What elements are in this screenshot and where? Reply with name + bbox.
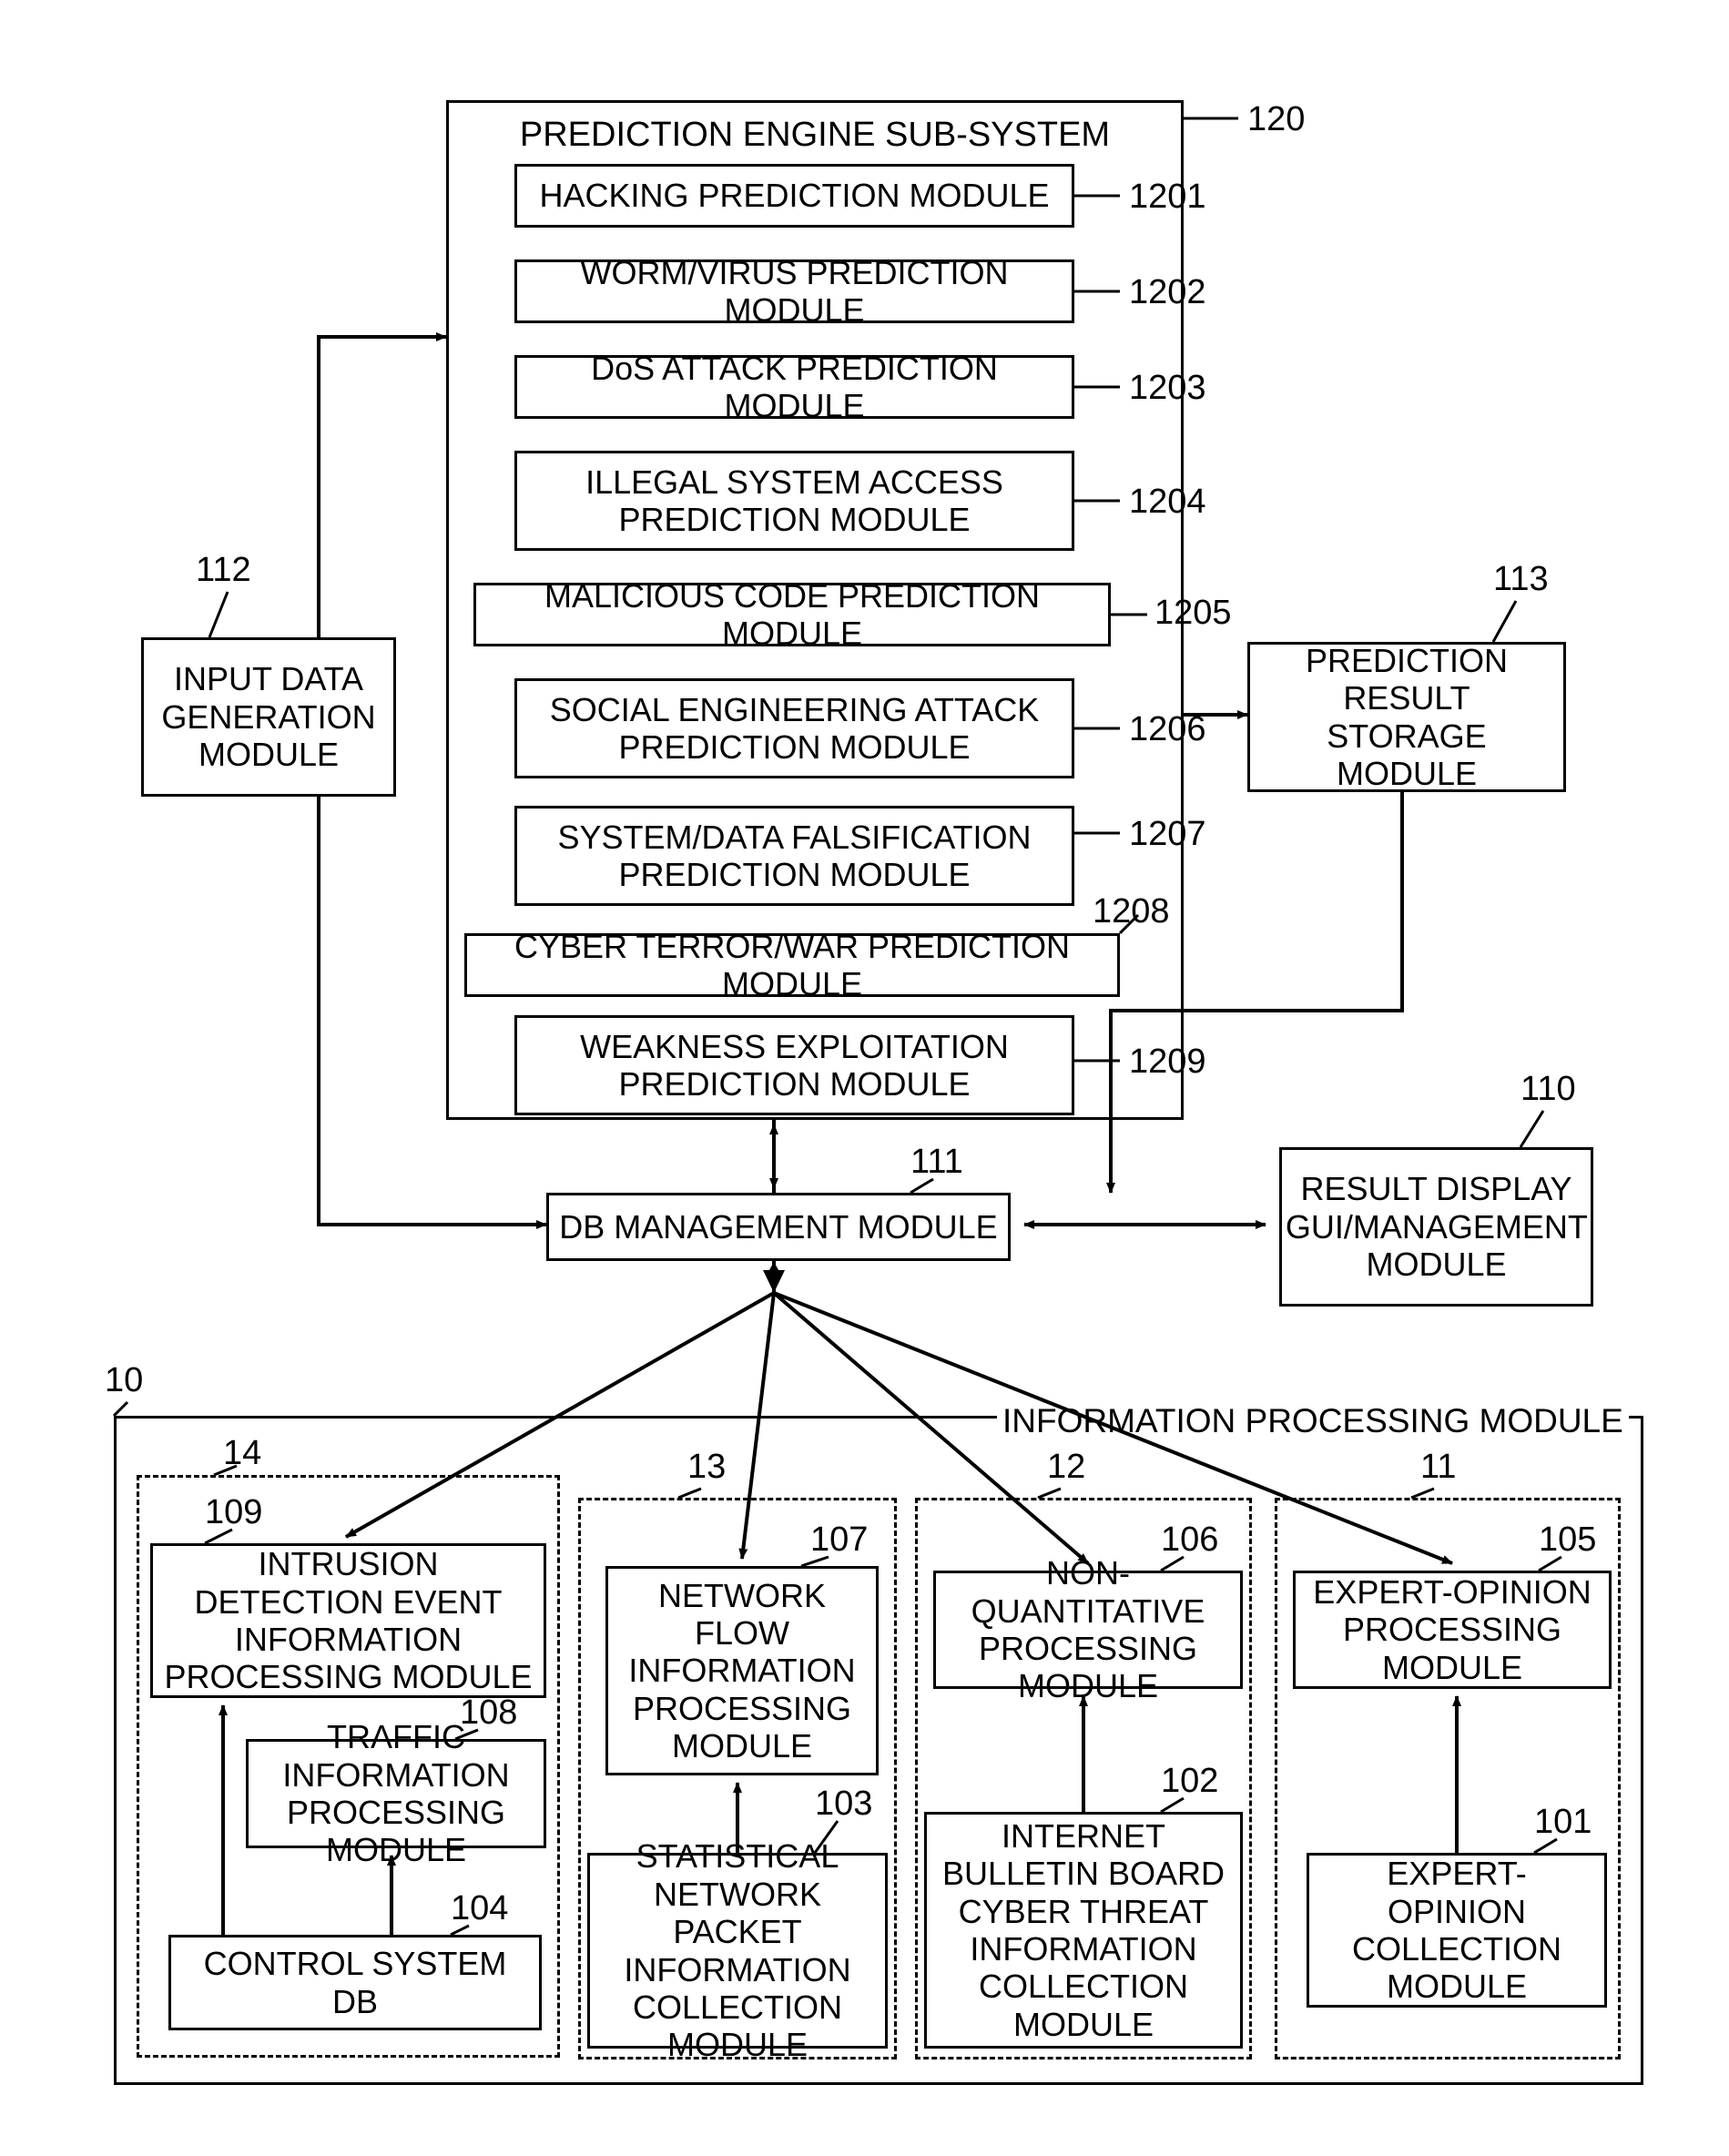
ref-1202: 1202 bbox=[1129, 273, 1206, 312]
ref-1205: 1205 bbox=[1154, 594, 1232, 633]
module-107: NETWORK FLOW INFORMATION PROCESSING MODU… bbox=[605, 1566, 879, 1775]
ref-14: 14 bbox=[223, 1434, 261, 1473]
module-1205: MALICIOUS CODE PREDICTION MODULE bbox=[473, 583, 1111, 646]
ref-102: 102 bbox=[1161, 1762, 1218, 1801]
ref-108: 108 bbox=[460, 1693, 517, 1733]
ref-111: 111 bbox=[910, 1143, 963, 1182]
ref-10: 10 bbox=[105, 1361, 143, 1400]
ref-120: 120 bbox=[1247, 100, 1305, 139]
result-display-module: RESULT DISPLAY GUI/MANAGEMENT MODULE bbox=[1279, 1147, 1593, 1307]
db-management-module: DB MANAGEMENT MODULE bbox=[546, 1193, 1011, 1261]
ref-11: 11 bbox=[1420, 1448, 1456, 1487]
prediction-result-module: PREDICTION RESULT STORAGE MODULE bbox=[1247, 642, 1566, 792]
module-103: STATISTICAL NETWORK PACKET INFORMATION C… bbox=[587, 1853, 888, 2049]
ref-103: 103 bbox=[815, 1785, 872, 1824]
ref-107: 107 bbox=[810, 1520, 868, 1560]
module-109: INTRUSION DETECTION EVENT INFORMATION PR… bbox=[150, 1543, 546, 1698]
ref-13: 13 bbox=[687, 1448, 726, 1487]
info-processing-title: INFORMATION PROCESSING MODULE bbox=[997, 1402, 1629, 1440]
ref-1203: 1203 bbox=[1129, 369, 1206, 408]
ref-112: 112 bbox=[196, 551, 251, 590]
diagram-canvas: PREDICTION ENGINE SUB-SYSTEM 120 HACKING… bbox=[0, 0, 1729, 2156]
ref-1209: 1209 bbox=[1129, 1042, 1206, 1082]
module-1204: ILLEGAL SYSTEM ACCESS PREDICTION MODULE bbox=[514, 451, 1074, 551]
ref-1208: 1208 bbox=[1093, 892, 1170, 931]
module-1202: WORM/VIRUS PREDICTION MODULE bbox=[514, 259, 1074, 323]
ref-104: 104 bbox=[451, 1889, 508, 1928]
module-1207: SYSTEM/DATA FALSIFICATION PREDICTION MOD… bbox=[514, 806, 1074, 906]
ref-1207: 1207 bbox=[1129, 815, 1206, 854]
module-1206: SOCIAL ENGINEERING ATTACK PREDICTION MOD… bbox=[514, 678, 1074, 778]
ref-1206: 1206 bbox=[1129, 710, 1206, 749]
ref-110: 110 bbox=[1521, 1070, 1576, 1109]
ref-1204: 1204 bbox=[1129, 483, 1206, 522]
ref-101: 101 bbox=[1534, 1803, 1592, 1842]
module-1208: CYBER TERROR/WAR PREDICTION MODULE bbox=[464, 933, 1120, 997]
module-1209: WEAKNESS EXPLOITATION PREDICTION MODULE bbox=[514, 1015, 1074, 1115]
ref-1201: 1201 bbox=[1129, 178, 1206, 217]
module-101: EXPERT-OPINION COLLECTION MODULE bbox=[1307, 1853, 1607, 2008]
input-data-module: INPUT DATA GENERATION MODULE bbox=[141, 637, 396, 797]
prediction-engine-title: PREDICTION ENGINE SUB-SYSTEM bbox=[520, 116, 1110, 156]
ref-109: 109 bbox=[205, 1493, 262, 1532]
module-104: CONTROL SYSTEM DB bbox=[168, 1935, 542, 2030]
ref-105: 105 bbox=[1539, 1520, 1596, 1560]
ref-113: 113 bbox=[1493, 560, 1549, 599]
module-102: INTERNET BULLETIN BOARD CYBER THREAT INF… bbox=[924, 1812, 1243, 2049]
module-108: TRAFFIC INFORMATION PROCESSING MODULE bbox=[246, 1739, 546, 1848]
module-1201: HACKING PREDICTION MODULE bbox=[514, 164, 1074, 228]
ref-12: 12 bbox=[1047, 1448, 1085, 1487]
module-106: NON-QUANTITATIVE PROCESSING MODULE bbox=[933, 1571, 1243, 1689]
module-105: EXPERT-OPINION PROCESSING MODULE bbox=[1293, 1571, 1612, 1689]
module-1203: DoS ATTACK PREDICTION MODULE bbox=[514, 355, 1074, 419]
ref-106: 106 bbox=[1161, 1520, 1218, 1560]
